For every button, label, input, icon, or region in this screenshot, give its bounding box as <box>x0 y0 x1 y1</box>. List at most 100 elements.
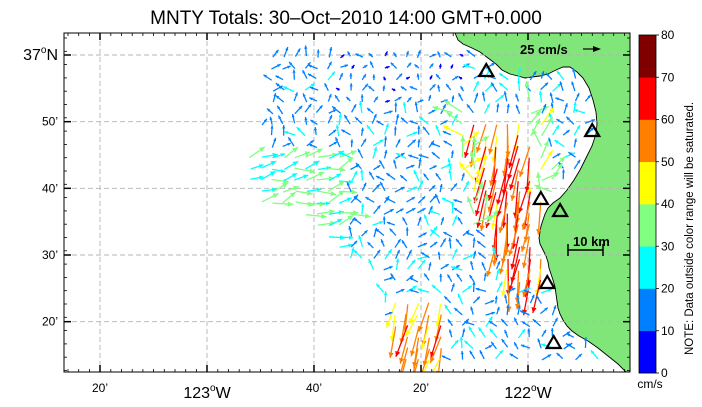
current-vector <box>405 76 411 80</box>
current-vector <box>390 62 398 69</box>
current-vector <box>395 138 401 148</box>
current-vector <box>461 285 473 293</box>
current-vector <box>375 228 385 236</box>
current-vector <box>347 51 352 57</box>
current-vector <box>473 92 479 103</box>
radar-station-icon[interactable] <box>531 189 550 206</box>
current-vector <box>572 67 577 79</box>
current-vector <box>390 273 396 281</box>
current-vector <box>394 186 405 193</box>
colorbar-segment <box>639 119 656 163</box>
current-vector <box>474 179 487 217</box>
current-vector <box>294 48 301 57</box>
current-vector <box>418 232 427 238</box>
current-vector <box>448 169 452 181</box>
current-vector <box>416 73 420 80</box>
current-vector <box>395 258 400 271</box>
map-area[interactable] <box>63 32 631 390</box>
radar-station-icon[interactable] <box>544 333 563 350</box>
colorbar-unit: cm/s <box>637 377 662 391</box>
current-vector <box>498 202 509 234</box>
current-vector <box>545 72 553 80</box>
current-vector <box>349 247 355 259</box>
radar-station-icon[interactable] <box>551 201 570 218</box>
current-vector <box>508 135 519 169</box>
current-vector <box>422 126 430 136</box>
current-vector <box>314 126 318 135</box>
current-vector <box>441 197 453 204</box>
colorbar-segment <box>639 77 656 120</box>
current-vector <box>428 184 436 192</box>
current-vector <box>395 113 400 125</box>
current-vector <box>584 118 596 124</box>
colorbar-tick: 20 <box>661 282 675 296</box>
current-vector <box>296 126 306 137</box>
current-vector <box>331 105 342 114</box>
current-vector <box>302 93 308 103</box>
radar-station-markers <box>477 61 602 350</box>
current-vector <box>487 168 498 201</box>
current-vector <box>520 344 531 349</box>
current-vector <box>417 180 424 191</box>
current-vector <box>432 358 441 372</box>
current-vector <box>443 295 452 304</box>
current-vector <box>395 208 404 214</box>
current-vector <box>490 341 497 350</box>
current-vector <box>517 79 521 91</box>
current-vector <box>308 143 318 149</box>
current-vector <box>413 169 420 182</box>
current-vector <box>335 87 340 91</box>
current-vector <box>428 210 440 215</box>
current-vector <box>351 64 355 70</box>
y-axis-labels: 37oN 50’ 40’ 30’ 20’ <box>23 45 58 329</box>
current-vector <box>383 291 388 303</box>
current-vector <box>261 170 276 181</box>
current-vector <box>429 336 442 364</box>
current-vector <box>440 104 447 115</box>
current-vector <box>395 152 407 159</box>
current-vector <box>373 96 379 103</box>
radar-station-icon[interactable] <box>538 273 557 290</box>
current-vector <box>375 175 385 181</box>
current-vector <box>541 116 554 137</box>
colorbar-tick: 40 <box>661 197 675 211</box>
current-vector <box>407 139 417 148</box>
radar-station-icon[interactable] <box>583 121 602 138</box>
current-vector <box>548 137 553 147</box>
current-vector <box>384 65 390 69</box>
current-vector <box>357 148 364 159</box>
current-vector <box>472 237 476 248</box>
current-vector <box>420 326 429 350</box>
map-frame-ticks <box>64 33 630 372</box>
current-vector <box>307 73 317 79</box>
current-vector <box>371 113 377 124</box>
current-vector <box>457 216 463 225</box>
current-vector <box>531 128 543 147</box>
current-vector <box>335 124 340 137</box>
current-vector <box>379 181 386 192</box>
current-vector <box>483 272 487 281</box>
current-vector <box>494 295 498 304</box>
current-vector <box>517 67 522 80</box>
current-vector <box>563 103 568 114</box>
current-vector <box>385 302 397 329</box>
current-vector <box>373 164 381 171</box>
current-vector <box>466 196 475 215</box>
current-vector <box>414 63 420 69</box>
current-vector <box>417 288 430 293</box>
current-vector <box>369 60 374 69</box>
current-vector <box>373 204 381 215</box>
current-vector <box>564 152 576 158</box>
current-vector <box>338 197 352 204</box>
current-vector <box>384 136 388 147</box>
current-vector <box>472 215 493 225</box>
current-vector <box>472 80 480 92</box>
current-vector <box>417 207 426 214</box>
current-vector <box>408 302 420 325</box>
current-vector <box>417 125 421 135</box>
current-vector <box>443 140 453 147</box>
radar-station-icon[interactable] <box>477 61 496 78</box>
current-vector <box>508 224 519 257</box>
current-vector <box>460 350 464 360</box>
current-vector <box>488 320 498 327</box>
